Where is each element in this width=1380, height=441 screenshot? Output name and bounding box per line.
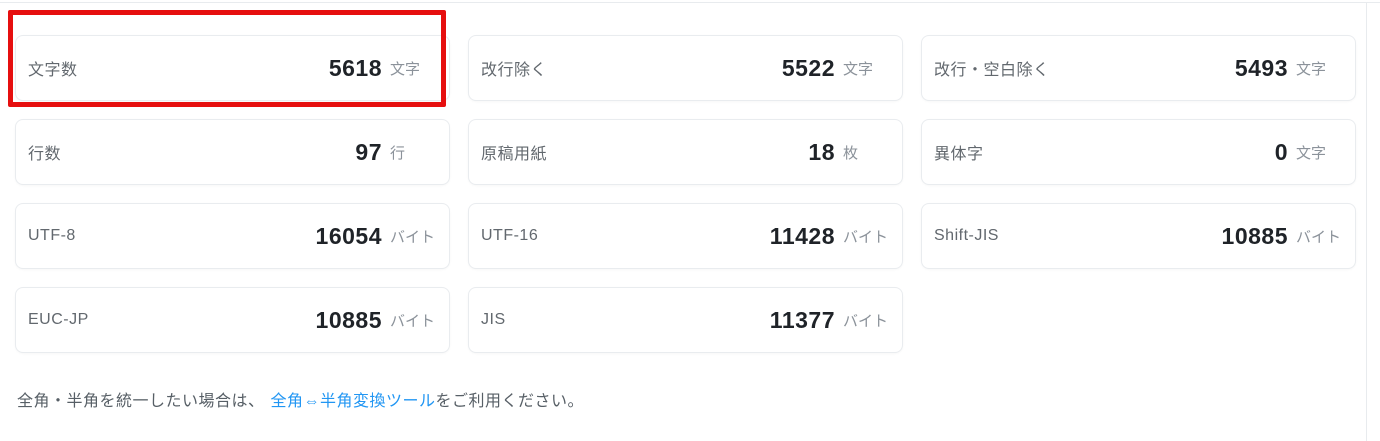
stat-label: 異体字 — [934, 146, 984, 163]
stat-value: 5618 — [328, 54, 382, 81]
stat-unit: 行 — [390, 144, 406, 162]
stat-value: 5493 — [1234, 54, 1288, 81]
stat-card-eucjp-bytes: EUC-JP 10885 バイト — [15, 287, 450, 353]
stat-card-utf8-bytes: UTF-8 16054 バイト — [15, 203, 450, 269]
stat-value: 10885 — [315, 306, 382, 333]
stat-value: 10885 — [1221, 222, 1288, 249]
footer-text-before-link: 全角・半角を統一したい場合は、 — [17, 393, 265, 410]
stat-card-excl-linebreaks: 改行除く 5522 文字 — [468, 35, 903, 101]
stat-card-char-count: 文字数 5618 文字 — [15, 35, 450, 101]
stat-label: 文字数 — [28, 62, 78, 79]
stat-unit: バイト — [843, 312, 889, 330]
stat-value: 11377 — [769, 306, 835, 333]
stat-value: 11428 — [769, 222, 835, 249]
stat-card-shiftjis-bytes: Shift-JIS 10885 バイト — [921, 203, 1356, 269]
stat-card-jis-bytes: JIS 11377 バイト — [468, 287, 903, 353]
stat-card-manuscript-pages: 原稿用紙 18 枚 — [468, 119, 903, 185]
footer-text-after-link: をご利用ください。 — [435, 393, 585, 410]
stat-unit: 文字 — [843, 60, 874, 78]
top-divider — [0, 2, 1380, 3]
stat-value: 0 — [1274, 138, 1288, 165]
stat-card-utf16-bytes: UTF-16 11428 バイト — [468, 203, 903, 269]
stat-unit: バイト — [390, 312, 436, 330]
stat-value: 5522 — [781, 54, 835, 81]
stat-label: 原稿用紙 — [481, 146, 548, 163]
stat-unit: バイト — [1296, 228, 1342, 246]
stat-label: 行数 — [28, 146, 62, 163]
stats-grid: 文字数 5618 文字 改行除く 5522 文字 改行・空白除く 5493 文字… — [15, 35, 1356, 353]
right-divider — [1366, 2, 1367, 441]
fullwidth-halfwidth-converter-link[interactable]: 全角⇔半角変換ツール — [270, 393, 436, 410]
stat-label: EUC-JP — [28, 311, 89, 328]
stat-value: 18 — [808, 138, 835, 165]
stat-card-excl-linebreaks-spaces: 改行・空白除く 5493 文字 — [921, 35, 1356, 101]
stat-unit: 文字 — [1296, 60, 1327, 78]
stat-value: 16054 — [315, 222, 382, 249]
stat-unit: 文字 — [1296, 144, 1327, 162]
stat-card-variant-chars: 異体字 0 文字 — [921, 119, 1356, 185]
stat-unit: 枚 — [843, 144, 859, 162]
stat-unit: バイト — [843, 228, 889, 246]
stat-label: 改行除く — [481, 62, 548, 79]
stat-label: JIS — [481, 311, 506, 328]
stat-card-line-count: 行数 97 行 — [15, 119, 450, 185]
stat-label: Shift-JIS — [934, 227, 999, 244]
stat-unit: バイト — [390, 228, 436, 246]
stat-label: UTF-16 — [481, 227, 539, 244]
footer-note: 全角・半角を統一したい場合は、 全角⇔半角変換ツールをご利用ください。 — [17, 387, 584, 411]
stat-label: 改行・空白除く — [934, 62, 1050, 79]
stat-label: UTF-8 — [28, 227, 76, 244]
stat-unit: 文字 — [390, 60, 421, 78]
stat-value: 97 — [355, 138, 382, 165]
